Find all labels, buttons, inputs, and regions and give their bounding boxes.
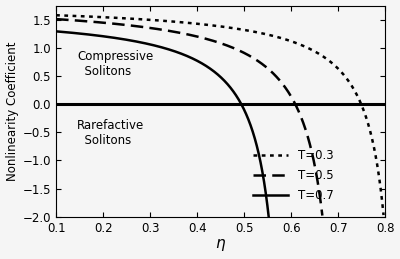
- T=0.3: [381, 213, 386, 217]
- T=0.7: [239, 103, 244, 106]
- T=0.7: [133, 40, 138, 43]
- T=0.5: [183, 32, 188, 35]
- T=0.7: [266, 215, 271, 218]
- T=0.3: [57, 14, 62, 17]
- T=0.3: [54, 14, 58, 17]
- T=0.5: [307, 140, 312, 143]
- Line: T=0.5: T=0.5: [56, 19, 322, 215]
- T=0.7: [54, 30, 58, 33]
- T=0.7: [151, 44, 156, 47]
- Line: T=0.3: T=0.3: [56, 15, 384, 215]
- T=0.5: [241, 51, 246, 54]
- T=0.3: [94, 15, 99, 18]
- T=0.3: [177, 20, 182, 24]
- T=0.3: [289, 40, 294, 43]
- T=0.7: [225, 82, 230, 85]
- Text: Rarefactive
  Solitons: Rarefactive Solitons: [77, 119, 144, 147]
- X-axis label: $\eta$: $\eta$: [215, 238, 226, 254]
- T=0.3: [359, 103, 364, 106]
- T=0.7: [188, 56, 192, 59]
- Legend: T=0.3, T=0.5, T=0.7: T=0.3, T=0.5, T=0.7: [248, 144, 338, 207]
- T=0.3: [195, 22, 200, 25]
- Text: Compressive
  Solitons: Compressive Solitons: [77, 49, 154, 78]
- Line: T=0.7: T=0.7: [56, 31, 269, 216]
- T=0.5: [238, 50, 243, 53]
- T=0.7: [138, 41, 143, 44]
- T=0.5: [167, 29, 172, 32]
- Y-axis label: Nonlinearity Coefficient: Nonlinearity Coefficient: [6, 41, 18, 181]
- T=0.5: [203, 37, 208, 40]
- T=0.5: [320, 214, 325, 217]
- T=0.5: [54, 18, 58, 21]
